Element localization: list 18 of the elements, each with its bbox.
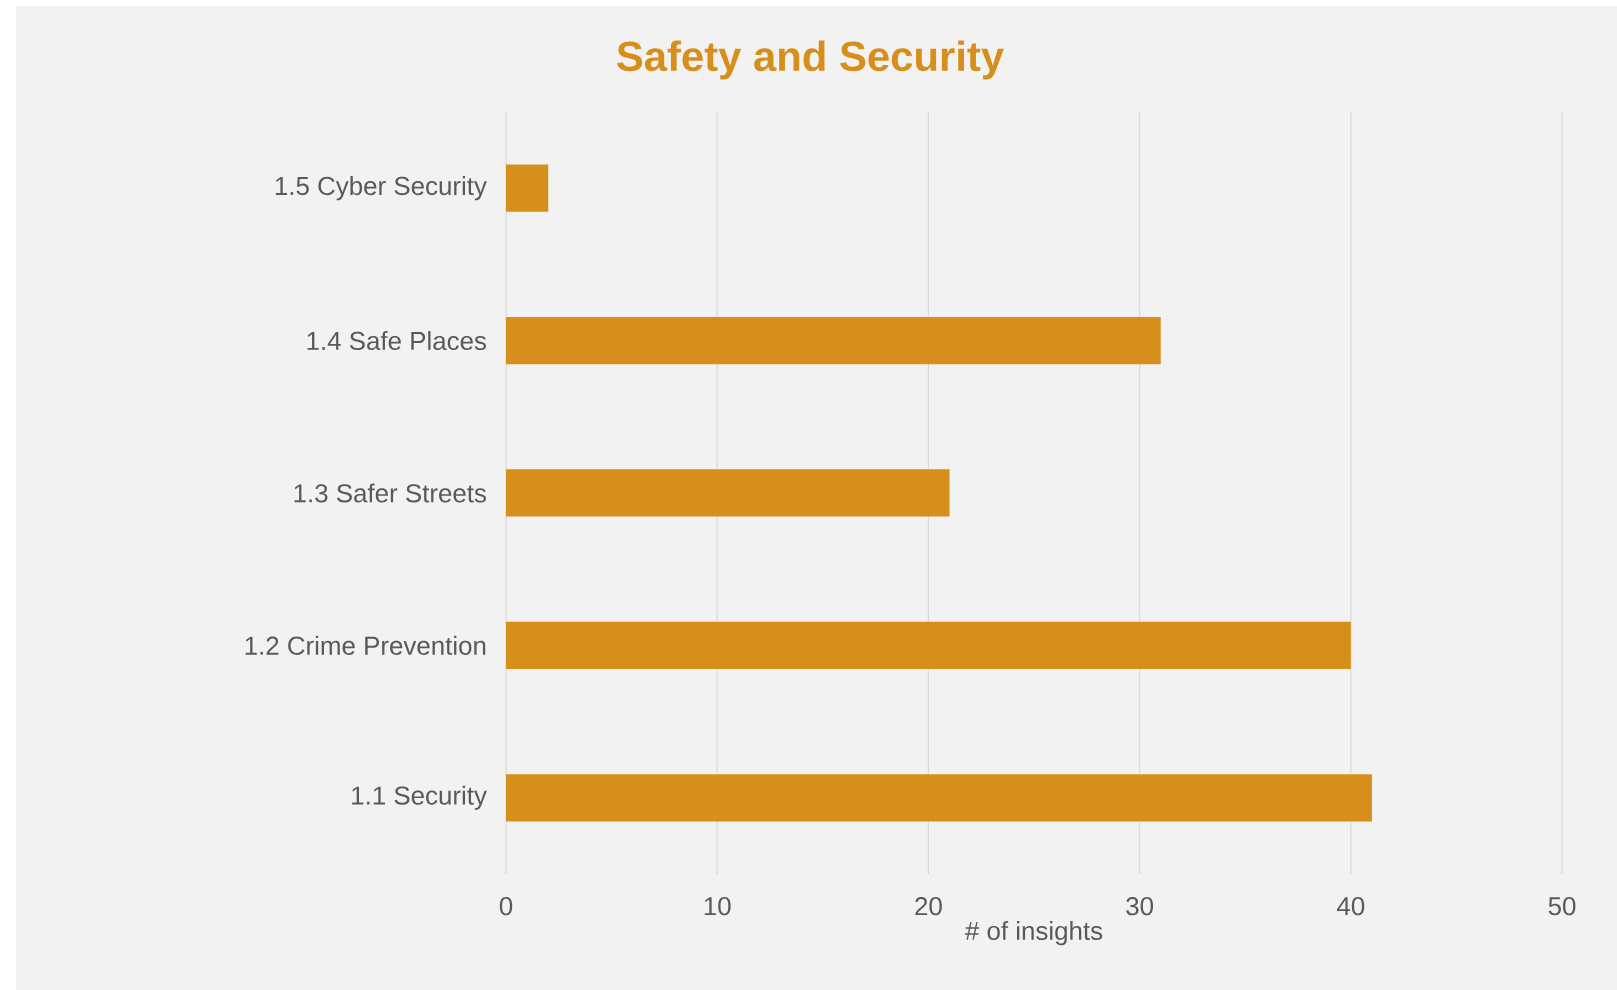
x-tick-label: 50: [1548, 897, 1576, 916]
x-tick-label: 40: [1337, 897, 1365, 916]
y-tick-label: 1.4 Safe Places: [307, 331, 487, 351]
bar: [506, 316, 1161, 365]
bar: [506, 164, 549, 212]
chart-title: Safety and Security: [617, 40, 1004, 80]
x-axis-title: # of insights: [965, 921, 1103, 946]
bar: [506, 621, 1351, 669]
y-tick-label: 1.1 Security: [352, 785, 487, 810]
x-tick-label: 30: [1126, 897, 1154, 916]
x-tick-label: 10: [704, 897, 731, 916]
x-tick-label: 0: [499, 897, 513, 916]
y-tick-label: 1.3 Safer Streets: [294, 483, 487, 503]
bar: [506, 469, 950, 517]
bar: [506, 774, 1372, 822]
x-tick-label: 20: [915, 897, 942, 916]
y-tick-label: 1.2 Crime Prevention: [245, 635, 486, 655]
y-tick-label: 1.5 Cyber Security: [275, 176, 487, 201]
